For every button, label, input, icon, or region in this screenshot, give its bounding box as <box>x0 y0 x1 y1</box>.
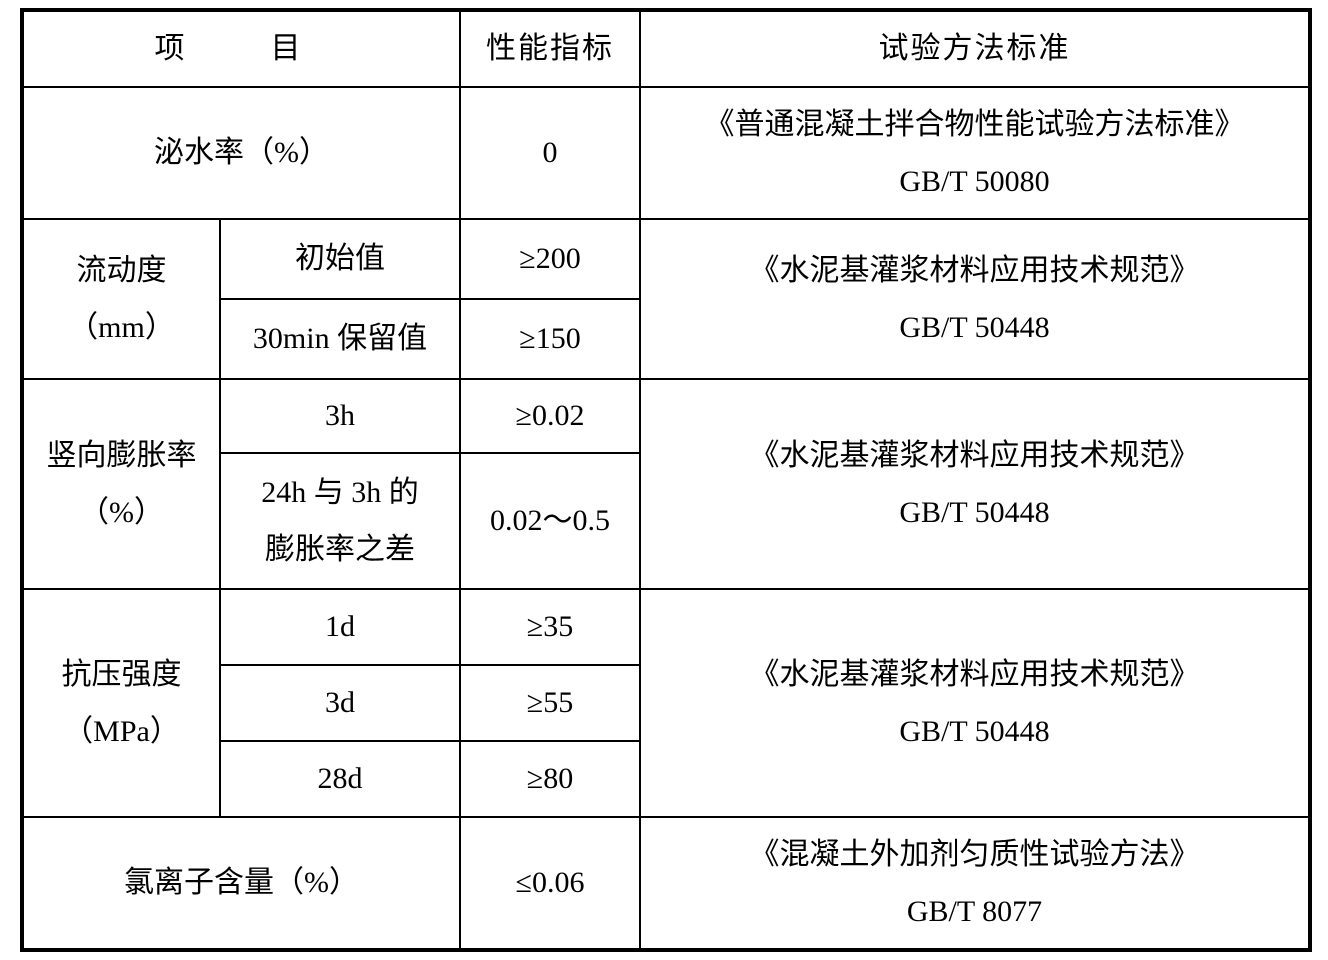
strength-method: 《水泥基灌浆材料应用技术规范》 GB/T 50448 <box>640 589 1310 817</box>
strength-sub3-value: ≥80 <box>460 741 640 817</box>
row-chloride: 氯离子含量（%） ≤0.06 《混凝土外加剂匀质性试验方法》 GB/T 8077 <box>22 817 1310 950</box>
fluidity-method-l2: GB/T 50448 <box>899 311 1049 344</box>
row-strength-1: 抗压强度 （MPa） 1d ≥35 《水泥基灌浆材料应用技术规范》 GB/T 5… <box>22 589 1310 665</box>
spec-table: 项 目 性能指标 试验方法标准 泌水率（%） 0 《普通混凝土拌合物性能试验方法… <box>20 8 1312 952</box>
expansion-sub2-label: 24h 与 3h 的 膨胀率之差 <box>220 453 460 589</box>
strength-sub2-value: ≥55 <box>460 665 640 741</box>
fluidity-sub1-label: 初始值 <box>220 219 460 299</box>
strength-label-l1: 抗压强度 <box>62 658 182 691</box>
strength-sub1-value: ≥35 <box>460 589 640 665</box>
expansion-sub2-label-l2: 膨胀率之差 <box>265 533 415 566</box>
bleed-label: 泌水率（%） <box>22 87 460 219</box>
bleed-value: 0 <box>460 87 640 219</box>
row-expansion-1: 竖向膨胀率 （%） 3h ≥0.02 《水泥基灌浆材料应用技术规范》 GB/T … <box>22 379 1310 453</box>
chloride-method-l2: GB/T 8077 <box>907 895 1042 928</box>
strength-label: 抗压强度 （MPa） <box>22 589 220 817</box>
bleed-method-l2: GB/T 50080 <box>899 165 1049 198</box>
expansion-label-l2: （%） <box>79 496 164 529</box>
fluidity-method-l1: 《水泥基灌浆材料应用技术规范》 <box>750 254 1200 287</box>
strength-sub1-label: 1d <box>220 589 460 665</box>
row-fluidity-1: 流动度 （mm） 初始值 ≥200 《水泥基灌浆材料应用技术规范》 GB/T 5… <box>22 219 1310 299</box>
expansion-label-l1: 竖向膨胀率 <box>47 439 197 472</box>
fluidity-sub2-label: 30min 保留值 <box>220 299 460 379</box>
header-test-method: 试验方法标准 <box>640 10 1310 87</box>
expansion-method-l1: 《水泥基灌浆材料应用技术规范》 <box>750 439 1200 472</box>
expansion-sub1-value: ≥0.02 <box>460 379 640 453</box>
strength-label-l2: （MPa） <box>63 715 180 748</box>
expansion-method-l2: GB/T 50448 <box>899 496 1049 529</box>
fluidity-sub2-value: ≥150 <box>460 299 640 379</box>
fluidity-label-l2: （mm） <box>68 311 175 344</box>
fluidity-label: 流动度 （mm） <box>22 219 220 379</box>
fluidity-sub1-value: ≥200 <box>460 219 640 299</box>
expansion-sub2-value: 0.02～0.5 <box>460 453 640 589</box>
chloride-value: ≤0.06 <box>460 817 640 950</box>
fluidity-method: 《水泥基灌浆材料应用技术规范》 GB/T 50448 <box>640 219 1310 379</box>
strength-sub3-label: 28d <box>220 741 460 817</box>
chloride-method-l1: 《混凝土外加剂匀质性试验方法》 <box>750 838 1200 871</box>
strength-sub2-label: 3d <box>220 665 460 741</box>
chloride-method: 《混凝土外加剂匀质性试验方法》 GB/T 8077 <box>640 817 1310 950</box>
expansion-sub2-label-l1: 24h 与 3h 的 <box>261 476 419 509</box>
header-project: 项 目 <box>22 10 460 87</box>
bleed-method-l1: 《普通混凝土拌合物性能试验方法标准》 <box>705 108 1245 141</box>
strength-method-l2: GB/T 50448 <box>899 715 1049 748</box>
expansion-sub1-label: 3h <box>220 379 460 453</box>
expansion-method: 《水泥基灌浆材料应用技术规范》 GB/T 50448 <box>640 379 1310 589</box>
bleed-method: 《普通混凝土拌合物性能试验方法标准》 GB/T 50080 <box>640 87 1310 219</box>
chloride-label: 氯离子含量（%） <box>22 817 460 950</box>
row-bleed: 泌水率（%） 0 《普通混凝土拌合物性能试验方法标准》 GB/T 50080 <box>22 87 1310 219</box>
header-performance: 性能指标 <box>460 10 640 87</box>
table-header-row: 项 目 性能指标 试验方法标准 <box>22 10 1310 87</box>
fluidity-label-l1: 流动度 <box>77 254 167 287</box>
strength-method-l1: 《水泥基灌浆材料应用技术规范》 <box>750 658 1200 691</box>
expansion-label: 竖向膨胀率 （%） <box>22 379 220 589</box>
